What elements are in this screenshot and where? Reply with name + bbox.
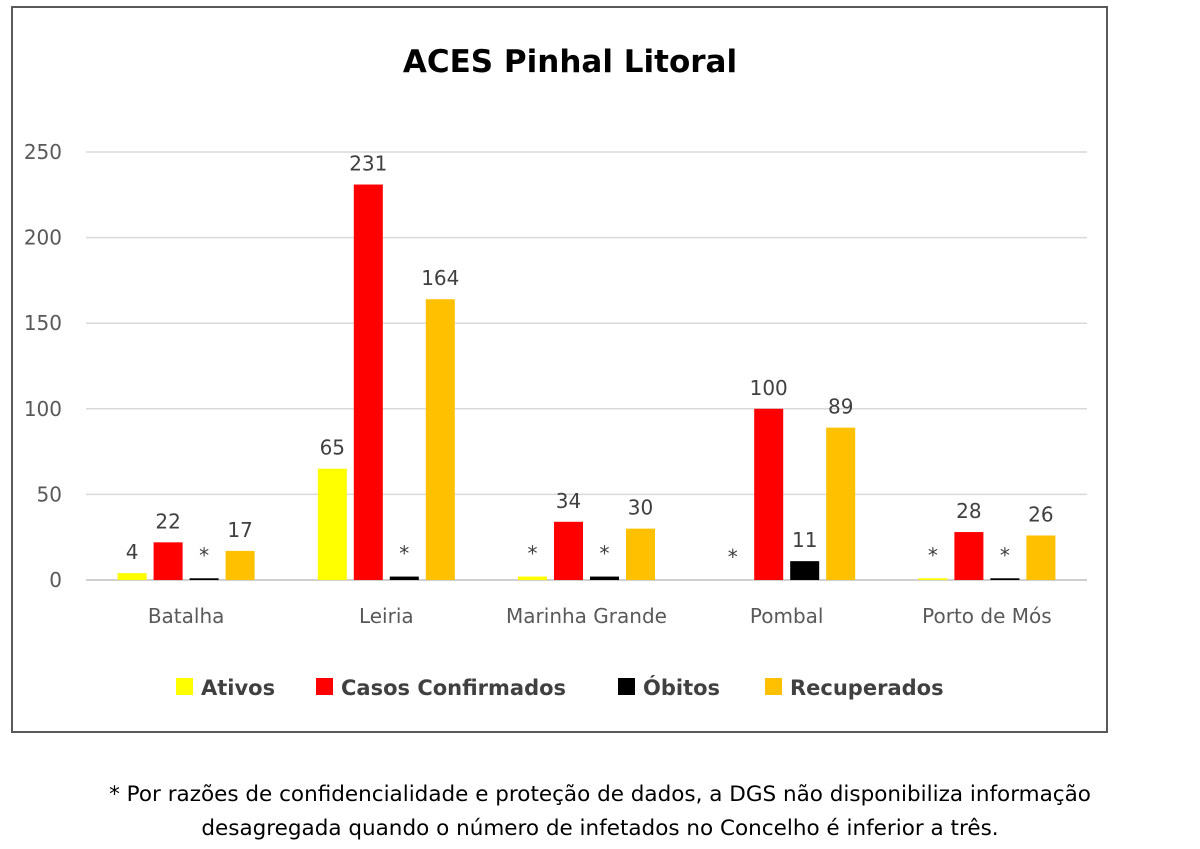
legend-label: Casos Confirmados [341, 676, 566, 700]
data-label: * [600, 542, 610, 566]
data-label: 34 [556, 489, 581, 513]
data-label: * [728, 545, 738, 569]
bar-casos-confirmados [353, 184, 383, 580]
bar-casos-confirmados [954, 532, 984, 580]
legend-swatch [765, 678, 782, 695]
footnote-line-2: desagregada quando o número de infetados… [201, 816, 999, 841]
bars [117, 184, 1056, 580]
data-label: 89 [828, 395, 853, 419]
bar-recuperados [1026, 535, 1056, 580]
bar-ativos [317, 468, 347, 580]
bar-recuperados [626, 528, 655, 580]
data-labels: 4 22 * 17 65 231 * 164 * 34 * 30 * 100 11 89 * 28 * 26 [126, 152, 1054, 569]
x-category-label: Leiria [359, 604, 414, 628]
bar-óbitos [790, 561, 820, 580]
data-label: * [399, 542, 409, 566]
data-label: 28 [956, 499, 981, 523]
bar-óbitos [990, 578, 1020, 580]
data-label: * [199, 543, 209, 567]
bar-recuperados [225, 550, 255, 580]
bar-óbitos [189, 578, 219, 580]
bar-ativos [117, 573, 147, 580]
data-label: 17 [227, 518, 252, 542]
y-axis-ticks: 0 50 100 150 200 250 [24, 140, 62, 592]
data-label: 11 [792, 528, 817, 552]
bar-recuperados [826, 427, 856, 580]
x-category-label: Porto de Mós [922, 604, 1052, 628]
bar-casos-confirmados [153, 542, 183, 580]
legend-swatch [618, 678, 635, 695]
bar-ativos [518, 576, 547, 580]
footnote-line-1: * Por razões de confidencialidade e prot… [109, 782, 1091, 807]
y-tick-label: 100 [24, 397, 62, 421]
data-label: 100 [750, 376, 788, 400]
bar-óbitos [590, 576, 619, 580]
data-label: 4 [126, 540, 139, 564]
x-axis-categories: Batalha Leiria Marinha Grande Pombal Porto d… [148, 604, 1052, 628]
legend-label: Óbitos [643, 675, 720, 700]
x-category-label: Marinha Grande [506, 604, 667, 628]
data-label: 26 [1028, 502, 1053, 526]
bar-casos-confirmados [554, 521, 583, 580]
bar-casos-confirmados [754, 408, 784, 580]
bar-óbitos [389, 576, 419, 580]
data-label: 30 [628, 496, 653, 520]
legend: Ativos Casos Confirmados Óbitos Recuperados [176, 675, 944, 700]
legend-label: Ativos [201, 676, 275, 700]
gridlines [86, 151, 1087, 581]
x-category-label: Batalha [148, 604, 225, 628]
y-tick-label: 0 [49, 568, 62, 592]
data-label: * [928, 543, 938, 567]
chart-title: ACES Pinhal Litoral [403, 44, 737, 80]
y-tick-label: 50 [37, 482, 62, 506]
x-category-label: Pombal [750, 604, 824, 628]
data-label: 22 [155, 509, 180, 533]
legend-swatch [316, 678, 333, 695]
y-tick-label: 150 [24, 311, 62, 335]
y-tick-label: 200 [24, 226, 62, 250]
data-label: 231 [349, 152, 387, 176]
data-label: * [1000, 543, 1010, 567]
chart-frame [11, 6, 1108, 733]
data-label: * [528, 542, 538, 566]
data-label: 65 [320, 436, 345, 460]
legend-swatch [176, 678, 193, 695]
data-label: 164 [421, 266, 459, 290]
legend-label: Recuperados [790, 676, 944, 700]
y-tick-label: 250 [24, 140, 62, 164]
footnote: * Por razões de confidencialidade e prot… [0, 778, 1200, 846]
bar-recuperados [425, 299, 455, 580]
bar-ativos [918, 578, 948, 580]
